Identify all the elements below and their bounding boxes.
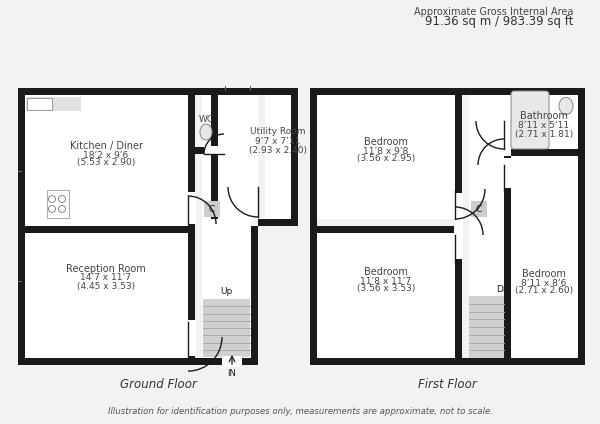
Text: 9’7 x 7’11: 9’7 x 7’11 [256, 137, 301, 145]
Bar [202, 88, 258, 219]
Text: (5.53 x 2.90): (5.53 x 2.90) [77, 159, 135, 167]
Bar [310, 88, 317, 365]
Text: 8’11 x 8’6: 8’11 x 8’6 [521, 279, 566, 287]
Bar [203, 299, 250, 357]
Bar [291, 88, 298, 226]
Text: IN: IN [227, 368, 236, 377]
Bar [454, 193, 463, 234]
Bar [317, 226, 462, 233]
Text: Approximate Gross Internal Area: Approximate Gross Internal Area [413, 7, 573, 17]
Bar [317, 88, 462, 219]
Text: (3.56 x 3.53): (3.56 x 3.53) [357, 285, 415, 293]
Bar [18, 358, 258, 365]
Text: (2.93 x 2.40): (2.93 x 2.40) [249, 145, 307, 154]
Text: 11’8 x 11’7: 11’8 x 11’7 [361, 276, 412, 285]
Text: Reception Room: Reception Room [66, 264, 146, 274]
Bar [310, 358, 585, 365]
Bar [469, 296, 504, 358]
Text: Ground Floor: Ground Floor [119, 377, 196, 391]
Text: Dn: Dn [496, 285, 509, 293]
Bar [204, 201, 220, 217]
Bar [187, 192, 196, 224]
Ellipse shape [200, 124, 212, 140]
Text: Illustration for identification purposes only, measurements are approximate, not: Illustration for identification purposes… [107, 407, 493, 416]
Bar [202, 88, 251, 358]
Bar [258, 219, 298, 226]
Bar [25, 226, 188, 233]
Bar [27, 98, 52, 110]
Text: Bedroom: Bedroom [522, 269, 566, 279]
Bar [250, 181, 259, 217]
Bar [25, 88, 195, 358]
Bar [469, 88, 514, 358]
Bar [455, 88, 462, 365]
Bar [26, 97, 81, 111]
Text: Utility Room: Utility Room [250, 128, 306, 137]
Text: Up: Up [220, 287, 233, 296]
Text: (3.56 x 2.95): (3.56 x 2.95) [357, 154, 415, 164]
Text: Bathroom: Bathroom [520, 111, 568, 121]
Text: WC: WC [199, 114, 214, 123]
Bar [454, 226, 463, 259]
Bar [251, 226, 258, 365]
Text: 91.36 sq m / 983.39 sq ft: 91.36 sq m / 983.39 sq ft [425, 16, 573, 28]
Text: Bedroom: Bedroom [364, 267, 408, 277]
Text: 11’8 x 9’8: 11’8 x 9’8 [364, 147, 409, 156]
Text: 14’7 x 11’7: 14’7 x 11’7 [80, 273, 131, 282]
Text: C: C [476, 204, 482, 214]
Bar [471, 201, 487, 217]
Bar [195, 147, 218, 154]
FancyBboxPatch shape [511, 91, 549, 149]
Bar [578, 88, 585, 365]
Bar [204, 146, 226, 155]
Bar [511, 149, 578, 156]
Bar [503, 158, 512, 188]
Ellipse shape [559, 98, 573, 114]
Bar [222, 356, 242, 367]
Text: Bedroom: Bedroom [364, 137, 408, 147]
Bar [511, 88, 578, 149]
Bar [503, 117, 512, 147]
Bar [18, 88, 25, 365]
Text: Kitchen / Diner: Kitchen / Diner [70, 141, 143, 151]
Text: First Floor: First Floor [418, 377, 476, 391]
Bar [310, 88, 585, 95]
Text: 18’2 x 9’6: 18’2 x 9’6 [83, 151, 128, 159]
Text: (2.71 x 2.60): (2.71 x 2.60) [515, 287, 573, 296]
Bar [317, 226, 462, 358]
Bar [187, 320, 196, 356]
Bar [211, 88, 218, 219]
Text: 8’11 x 5’11: 8’11 x 5’11 [518, 120, 569, 129]
Bar [265, 88, 298, 219]
Bar [18, 88, 298, 95]
Text: (2.71 x 1.81): (2.71 x 1.81) [515, 129, 573, 139]
Bar [511, 156, 578, 358]
Text: C: C [209, 204, 215, 214]
Text: (4.45 x 3.53): (4.45 x 3.53) [77, 282, 135, 290]
Bar [47, 190, 69, 218]
Bar [504, 156, 511, 358]
Bar [188, 88, 195, 365]
